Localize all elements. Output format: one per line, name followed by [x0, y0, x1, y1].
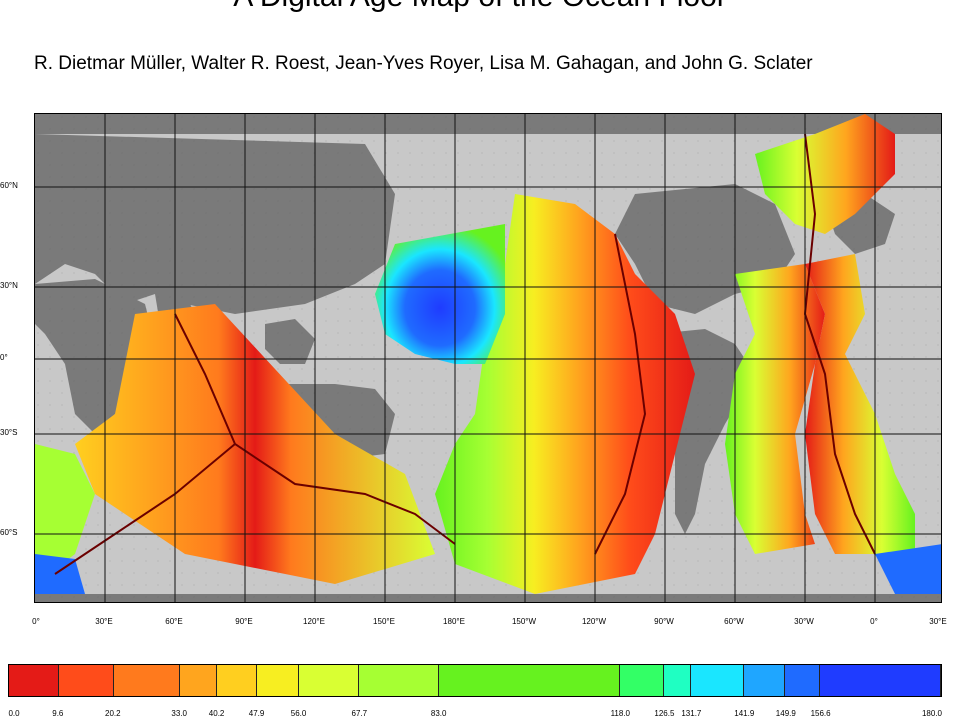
- lon-label: 120°E: [303, 617, 325, 626]
- lon-label: 60°E: [165, 617, 183, 626]
- colorbar-segment: [690, 665, 744, 696]
- colorbar-tick-label: 118.0: [610, 709, 630, 718]
- colorbar-tick-label: 67.7: [351, 709, 368, 718]
- lat-label-30n: 30°N: [0, 281, 18, 290]
- colorbar-segment: [179, 665, 218, 696]
- graticule: [35, 114, 941, 602]
- colorbar-segment: [785, 665, 820, 696]
- lon-label: 90°E: [235, 617, 253, 626]
- colorbar-segment: [438, 665, 620, 696]
- lon-label: 60°W: [724, 617, 744, 626]
- map-title: A Digital Age Map of the Ocean Floor: [0, 0, 960, 14]
- colorbar-segment: [58, 665, 114, 696]
- lon-label: 150°W: [511, 617, 537, 626]
- colorbar-tick-label: 9.6: [52, 709, 64, 718]
- colorbar-tick-label: 0.0: [8, 709, 20, 718]
- lat-label-60s: 60°S: [0, 528, 18, 537]
- lon-label: 30°E: [95, 617, 113, 626]
- lat-label-60n: 60°N: [0, 181, 18, 190]
- lon-label: 0°: [32, 617, 40, 626]
- ocean-age-fill: [35, 114, 941, 594]
- authors-line: R. Dietmar Müller, Walter R. Roest, Jean…: [34, 53, 813, 74]
- spreading-ridges: [54, 133, 876, 575]
- colorbar-segment: [9, 665, 59, 696]
- map-canvas: [35, 114, 941, 602]
- lon-label: 90°W: [654, 617, 674, 626]
- colorbar-segment: [256, 665, 299, 696]
- colorbar-segment: [359, 665, 439, 696]
- lon-label: 180°E: [443, 617, 465, 626]
- colorbar-tick-label: 56.0: [290, 709, 307, 718]
- colorbar-segment: [819, 665, 941, 696]
- age-colorbar: [8, 664, 942, 697]
- colorbar-tick-label: 83.0: [430, 709, 447, 718]
- colorbar-tick-label: 141.9: [734, 709, 755, 718]
- colorbar-tick-label: 149.9: [775, 709, 796, 718]
- lon-label: 30°W: [794, 617, 814, 626]
- colorbar-tick-label: 20.2: [105, 709, 121, 718]
- colorbar-segment: [217, 665, 257, 696]
- colorbar-segment: [663, 665, 691, 696]
- colorbar-tick-label: 126.5: [654, 709, 675, 718]
- lat-label-0: 0°: [0, 353, 8, 362]
- colorbar-tick-label: 33.0: [171, 709, 188, 718]
- ocean-age-map: [34, 113, 942, 603]
- colorbar-segment: [298, 665, 360, 696]
- lon-label: 30°E: [929, 617, 947, 626]
- colorbar-tick-label: 47.9: [248, 709, 265, 718]
- colorbar-tick-label: 156.6: [810, 709, 831, 718]
- colorbar-tick-label: 180.0: [921, 709, 943, 718]
- lon-label: 150°E: [373, 617, 395, 626]
- colorbar-segment: [619, 665, 664, 696]
- lon-label: 120°W: [581, 617, 607, 626]
- colorbar-segment: [113, 665, 180, 696]
- colorbar-tick-label: 40.2: [208, 709, 225, 718]
- colorbar-tick-label: 131.7: [681, 709, 702, 718]
- colorbar-segment: [743, 665, 786, 696]
- lon-label: 0°: [870, 617, 878, 626]
- lat-label-30s: 30°S: [0, 428, 18, 437]
